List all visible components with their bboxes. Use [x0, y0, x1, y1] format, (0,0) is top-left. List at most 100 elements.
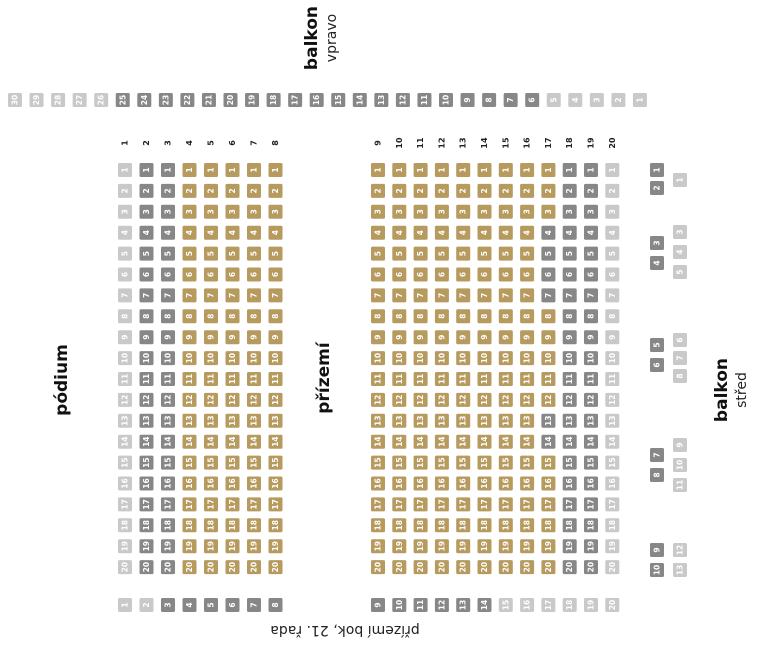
seat[interactable]: [247, 163, 261, 177]
seat[interactable]: [498, 497, 513, 512]
seat[interactable]: [434, 246, 449, 261]
seat[interactable]: [268, 372, 283, 386]
seat[interactable]: [434, 288, 449, 303]
seat[interactable]: [413, 539, 428, 554]
seat[interactable]: [413, 163, 428, 177]
seat[interactable]: [392, 413, 407, 428]
seat[interactable]: [541, 163, 556, 177]
seat[interactable]: [204, 497, 218, 512]
seat[interactable]: [498, 455, 513, 470]
seat[interactable]: [268, 183, 283, 198]
seat[interactable]: [413, 351, 428, 366]
seat[interactable]: [456, 246, 471, 261]
seat[interactable]: [434, 434, 449, 449]
seat[interactable]: [204, 183, 218, 198]
seat[interactable]: [498, 288, 513, 303]
seat[interactable]: [456, 455, 471, 470]
seat[interactable]: [498, 330, 513, 345]
seat[interactable]: [247, 539, 261, 554]
seat[interactable]: [182, 183, 197, 198]
seat[interactable]: [498, 518, 513, 533]
seat[interactable]: [247, 246, 261, 261]
seat[interactable]: [434, 267, 449, 282]
seat[interactable]: [182, 351, 197, 366]
seat[interactable]: [520, 183, 535, 198]
seat[interactable]: [268, 330, 283, 345]
seat[interactable]: [268, 246, 283, 261]
seat[interactable]: [498, 476, 513, 491]
seat[interactable]: [225, 330, 240, 345]
seat[interactable]: [498, 351, 513, 366]
seat[interactable]: [477, 434, 492, 449]
seat[interactable]: [477, 330, 492, 345]
seat[interactable]: [182, 225, 197, 240]
seat[interactable]: [225, 246, 240, 261]
seat[interactable]: [392, 183, 407, 198]
seat[interactable]: [392, 309, 407, 324]
seat[interactable]: [456, 309, 471, 324]
seat[interactable]: [477, 309, 492, 324]
seat[interactable]: [268, 434, 283, 449]
seat[interactable]: [247, 330, 261, 345]
seat[interactable]: [434, 497, 449, 512]
seat[interactable]: [247, 288, 261, 303]
seat[interactable]: [413, 288, 428, 303]
seat[interactable]: [541, 518, 556, 533]
seat[interactable]: [434, 392, 449, 407]
seat[interactable]: [204, 560, 218, 575]
seat[interactable]: [520, 246, 535, 261]
seat[interactable]: [477, 372, 492, 386]
seat[interactable]: [182, 497, 197, 512]
seat[interactable]: [371, 330, 385, 345]
seat[interactable]: [413, 183, 428, 198]
seat[interactable]: [456, 351, 471, 366]
seat[interactable]: [225, 351, 240, 366]
seat[interactable]: [371, 518, 385, 533]
seat[interactable]: [541, 372, 556, 386]
seat[interactable]: [520, 392, 535, 407]
seat[interactable]: [247, 392, 261, 407]
seat[interactable]: [182, 560, 197, 575]
seat[interactable]: [541, 476, 556, 491]
seat[interactable]: [204, 330, 218, 345]
seat[interactable]: [268, 225, 283, 240]
seat[interactable]: [247, 225, 261, 240]
seat[interactable]: [247, 309, 261, 324]
seat[interactable]: [520, 225, 535, 240]
seat[interactable]: [371, 309, 385, 324]
seat[interactable]: [520, 434, 535, 449]
seat[interactable]: [371, 267, 385, 282]
seat[interactable]: [182, 539, 197, 554]
seat[interactable]: [413, 372, 428, 386]
seat[interactable]: [225, 288, 240, 303]
seat[interactable]: [434, 351, 449, 366]
seat[interactable]: [371, 539, 385, 554]
seat[interactable]: [225, 204, 240, 219]
seat[interactable]: [371, 413, 385, 428]
seat[interactable]: [392, 539, 407, 554]
seat[interactable]: [204, 267, 218, 282]
seat[interactable]: [434, 225, 449, 240]
seat[interactable]: [498, 309, 513, 324]
seat[interactable]: [247, 455, 261, 470]
seat[interactable]: [434, 518, 449, 533]
seat[interactable]: [371, 183, 385, 198]
seat[interactable]: [434, 372, 449, 386]
seat[interactable]: [392, 372, 407, 386]
seat[interactable]: [477, 204, 492, 219]
seat[interactable]: [434, 204, 449, 219]
seat[interactable]: [204, 372, 218, 386]
seat[interactable]: [268, 539, 283, 554]
seat[interactable]: [225, 309, 240, 324]
seat[interactable]: [182, 204, 197, 219]
seat[interactable]: [456, 330, 471, 345]
seat[interactable]: [392, 288, 407, 303]
seat[interactable]: [477, 392, 492, 407]
seat[interactable]: [225, 497, 240, 512]
seat[interactable]: [204, 204, 218, 219]
seat[interactable]: [392, 518, 407, 533]
seat[interactable]: [541, 392, 556, 407]
seat[interactable]: [182, 476, 197, 491]
seat[interactable]: [413, 267, 428, 282]
seat[interactable]: [413, 225, 428, 240]
